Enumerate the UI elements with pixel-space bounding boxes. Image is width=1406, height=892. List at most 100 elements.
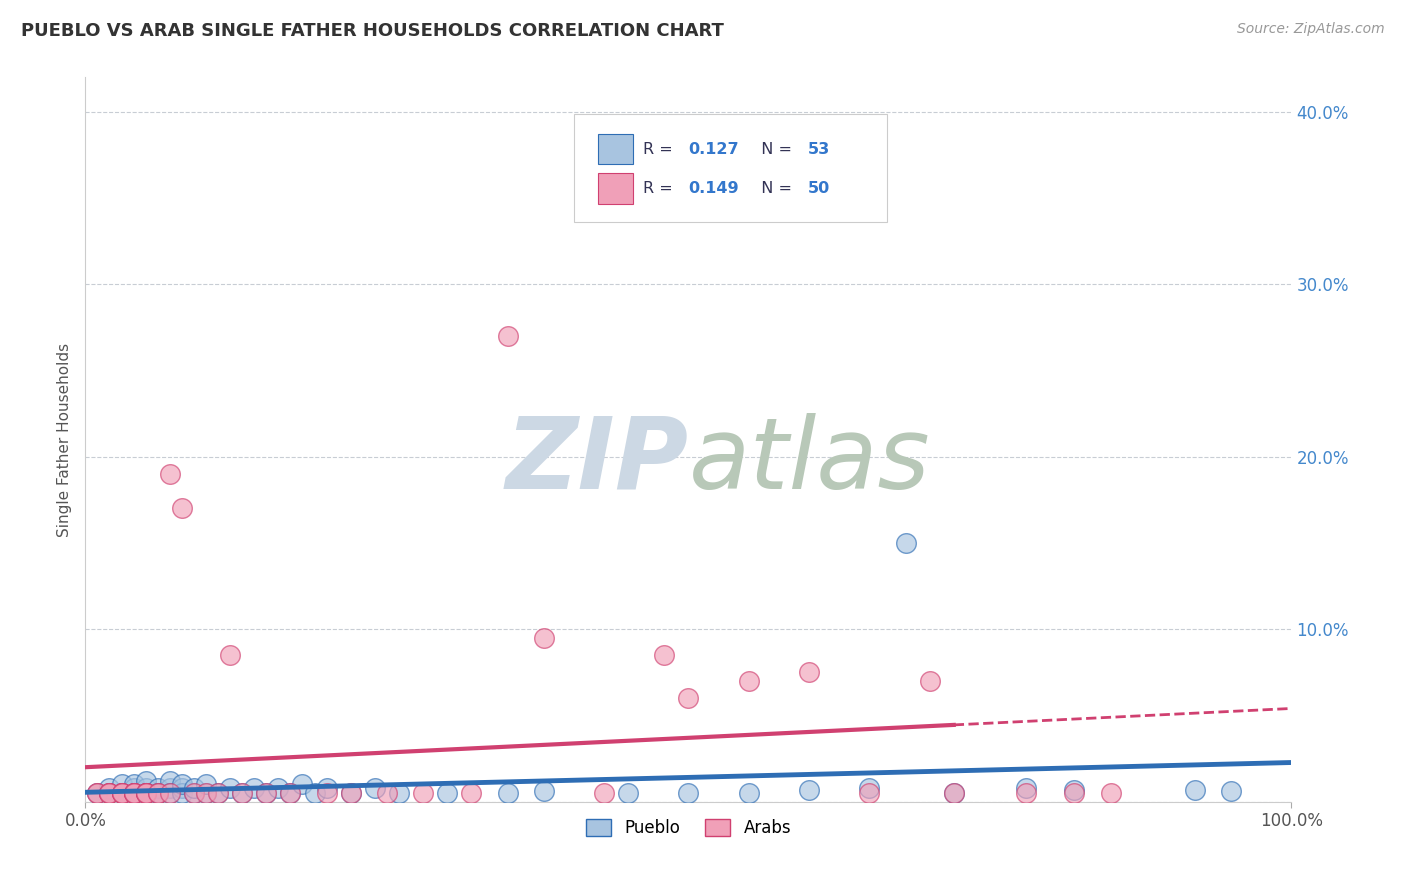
Point (110, 786, 132, 800)
Point (942, 786, 965, 800)
Point (1063, 786, 1085, 800)
Point (254, 786, 277, 800)
Point (146, 786, 169, 800)
Point (135, 786, 157, 800)
Point (146, 780, 169, 795)
Point (593, 786, 616, 800)
Point (315, 780, 337, 795)
Point (159, 773, 181, 788)
Point (98, 786, 121, 800)
Point (110, 786, 132, 800)
Text: atlas: atlas (689, 413, 929, 509)
Point (254, 786, 277, 800)
Point (678, 786, 700, 800)
Point (110, 786, 132, 800)
Point (110, 777, 132, 791)
Point (315, 786, 337, 800)
Point (797, 782, 820, 797)
Text: 53: 53 (808, 142, 830, 157)
Point (219, 780, 242, 795)
Point (159, 786, 181, 800)
Point (122, 786, 145, 800)
Point (159, 467, 181, 481)
Point (98, 786, 121, 800)
Point (858, 786, 880, 800)
Point (170, 786, 193, 800)
Point (98, 786, 121, 800)
Point (183, 780, 205, 795)
Point (797, 665, 820, 680)
Point (207, 786, 229, 800)
Point (122, 786, 145, 800)
Point (1099, 786, 1122, 800)
Y-axis label: Single Father Households: Single Father Households (58, 343, 72, 537)
Point (183, 786, 205, 800)
Point (170, 780, 193, 795)
FancyBboxPatch shape (574, 113, 887, 222)
Text: 0.127: 0.127 (689, 142, 740, 157)
Point (617, 786, 640, 800)
Point (496, 329, 519, 343)
Point (1015, 780, 1038, 795)
Text: PUEBLO VS ARAB SINGLE FATHER HOUSEHOLDS CORRELATION CHART: PUEBLO VS ARAB SINGLE FATHER HOUSEHOLDS … (21, 22, 724, 40)
Point (652, 648, 675, 662)
Point (86, 786, 108, 800)
Point (894, 536, 917, 550)
Text: 50: 50 (808, 181, 830, 196)
Point (135, 773, 157, 788)
Point (496, 786, 519, 800)
Point (291, 777, 314, 791)
Point (243, 780, 266, 795)
Point (110, 786, 132, 800)
Point (436, 786, 458, 800)
Point (195, 777, 218, 791)
Point (170, 501, 193, 516)
Text: R =: R = (643, 142, 678, 157)
Point (388, 786, 411, 800)
Point (146, 786, 169, 800)
Text: 0.149: 0.149 (689, 181, 740, 196)
Point (86, 786, 108, 800)
Point (942, 786, 965, 800)
Point (412, 786, 434, 800)
Point (122, 786, 145, 800)
Point (135, 786, 157, 800)
Point (533, 784, 555, 798)
Point (170, 777, 193, 791)
Point (267, 780, 290, 795)
Point (678, 691, 700, 706)
Point (339, 786, 361, 800)
Point (135, 786, 157, 800)
Text: R =: R = (643, 181, 678, 196)
Point (122, 786, 145, 800)
Point (231, 786, 253, 800)
Point (122, 780, 145, 795)
Point (110, 786, 132, 800)
Point (159, 786, 181, 800)
Point (375, 786, 398, 800)
Point (858, 780, 880, 795)
Point (86, 786, 108, 800)
Point (738, 673, 761, 688)
Point (219, 648, 242, 662)
Text: N =: N = (751, 181, 797, 196)
Point (122, 786, 145, 800)
Point (533, 631, 555, 645)
Text: N =: N = (751, 142, 797, 157)
FancyBboxPatch shape (598, 173, 633, 204)
Point (1184, 782, 1206, 797)
Text: Source: ZipAtlas.com: Source: ZipAtlas.com (1237, 22, 1385, 37)
Point (1063, 782, 1085, 797)
Point (122, 786, 145, 800)
Point (339, 786, 361, 800)
Point (460, 786, 482, 800)
Point (195, 786, 218, 800)
Point (738, 786, 761, 800)
Point (207, 786, 229, 800)
Point (1015, 786, 1038, 800)
Point (135, 786, 157, 800)
Point (183, 786, 205, 800)
Point (110, 786, 132, 800)
Point (195, 786, 218, 800)
Text: ZIP: ZIP (505, 413, 689, 509)
